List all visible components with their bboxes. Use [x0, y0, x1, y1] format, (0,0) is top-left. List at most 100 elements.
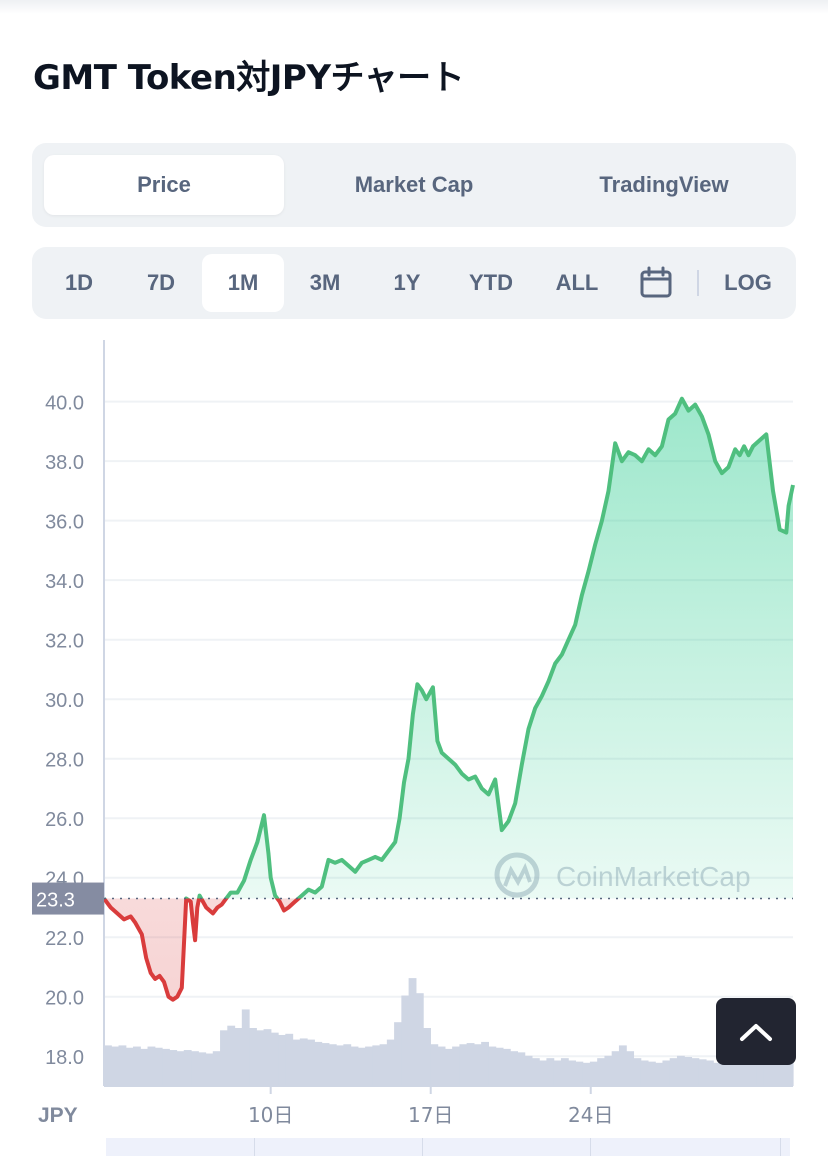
volume-bar: [568, 1060, 577, 1086]
volume-bar: [539, 1060, 548, 1086]
volume-bar: [415, 993, 424, 1086]
volume-bar: [473, 1044, 482, 1086]
volume-bar: [437, 1046, 446, 1086]
volume-bar: [278, 1034, 286, 1086]
volume-bar: [662, 1060, 671, 1086]
y-tick-label: 20.0: [45, 988, 84, 1010]
chart-tabs: Price Market Cap TradingView: [32, 143, 796, 227]
volume-bar: [502, 1048, 511, 1086]
volume-bar: [328, 1044, 337, 1086]
y-tick-label: 40.0: [45, 393, 84, 415]
volume-bar: [357, 1047, 366, 1086]
volume-bar: [227, 1025, 236, 1086]
y-tick-label: 30.0: [45, 690, 84, 712]
volume-bar: [307, 1039, 315, 1086]
volume-bar: [191, 1051, 199, 1086]
volume-bar: [604, 1055, 613, 1086]
volume-bar: [241, 1009, 250, 1086]
volume-bar: [459, 1044, 468, 1086]
volume-bar: [118, 1045, 127, 1086]
volume-bar: [669, 1058, 678, 1086]
range-1y[interactable]: 1Y: [393, 270, 421, 295]
range-ytd[interactable]: YTD: [469, 270, 513, 295]
currency-label: JPY: [38, 1104, 78, 1127]
volume-bar: [713, 1062, 722, 1086]
volume-bar: [481, 1041, 489, 1086]
volume-bar: [553, 1060, 562, 1086]
chevron-up-icon: [740, 1023, 772, 1041]
volume-bar: [336, 1045, 344, 1086]
volume-bar: [104, 1045, 112, 1086]
tab-tradingview[interactable]: TradingView: [599, 172, 729, 197]
tab-market-cap[interactable]: Market Cap: [354, 172, 474, 197]
volume-bar: [749, 1060, 758, 1086]
volume-bar: [611, 1051, 620, 1086]
range-1m[interactable]: 1M: [202, 254, 284, 312]
volume-bar: [234, 1028, 243, 1086]
scroll-to-top-button[interactable]: [716, 998, 796, 1065]
volume-bar: [742, 1058, 751, 1086]
y-tick-label: 22.0: [45, 928, 84, 950]
volume-bar: [154, 1047, 163, 1086]
volume-bar: [263, 1029, 272, 1086]
range-7d[interactable]: 7D: [146, 270, 176, 295]
volume-bar: [423, 1028, 431, 1086]
volume-bar: [510, 1051, 518, 1086]
volume-bar: [575, 1061, 584, 1086]
volume-bar: [111, 1046, 120, 1086]
page-title: GMT Token対JPYチャート: [33, 58, 465, 98]
navigator-tick: [254, 1138, 255, 1156]
volume-bar: [444, 1048, 453, 1086]
volume-bar: [125, 1047, 134, 1086]
volume-bar: [582, 1062, 591, 1086]
volume-bar: [640, 1060, 649, 1086]
volume-bar: [394, 1022, 402, 1086]
volume-bar: [162, 1048, 170, 1086]
y-tick-label: 36.0: [45, 512, 84, 534]
range-all[interactable]: ALL: [555, 270, 599, 295]
volume-bar: [372, 1045, 381, 1086]
volume-bar: [365, 1046, 373, 1086]
volume-bar: [321, 1043, 330, 1086]
volume-bar: [133, 1046, 141, 1086]
tab-price[interactable]: Price: [44, 155, 284, 215]
volume-bar: [531, 1058, 540, 1086]
volume-bar: [212, 1051, 221, 1086]
time-range-bar: 1D 7D 1M 3M 1Y YTD ALL LOG: [32, 247, 796, 319]
volume-bar: [597, 1058, 606, 1086]
navigator-tick: [780, 1138, 781, 1156]
volume-bar: [618, 1045, 627, 1086]
header-shadow: [0, 0, 828, 14]
price-line-up[interactable]: [104, 396, 795, 1000]
volume-bar: [408, 978, 417, 1086]
divider: [697, 270, 699, 296]
x-tick-label: 17日: [408, 1103, 453, 1127]
volume-bar: [183, 1050, 192, 1086]
range-navigator[interactable]: [106, 1138, 790, 1156]
volume-bar: [698, 1059, 707, 1086]
volume-bar: [734, 1061, 743, 1086]
price-line-down[interactable]: [104, 399, 793, 1002]
volume-bar: [560, 1058, 569, 1086]
volume-bar: [778, 1057, 787, 1086]
volume-bar: [517, 1052, 526, 1086]
volume-bar: [684, 1057, 693, 1086]
volume-bar: [633, 1058, 642, 1086]
volume-bar: [256, 1030, 265, 1086]
volume-bar: [655, 1062, 664, 1086]
volume-bar: [350, 1046, 359, 1086]
volume-bar: [401, 995, 410, 1086]
volume-bar: [626, 1051, 635, 1086]
volume-bar: [299, 1038, 308, 1086]
x-tick-label: 24日: [568, 1103, 613, 1127]
price-area-up: [104, 398, 793, 899]
range-1d[interactable]: 1D: [64, 270, 94, 295]
range-3m[interactable]: 3M: [309, 270, 341, 295]
price-chart[interactable]: 40.038.036.034.032.030.028.026.024.022.0…: [0, 330, 828, 1138]
volume-bar: [524, 1055, 533, 1086]
log-scale-toggle[interactable]: LOG: [724, 270, 772, 295]
volume-bar: [727, 1062, 736, 1086]
y-tick-label: 28.0: [45, 750, 84, 772]
calendar-icon[interactable]: [638, 265, 674, 301]
y-tick-label: 38.0: [45, 452, 84, 474]
